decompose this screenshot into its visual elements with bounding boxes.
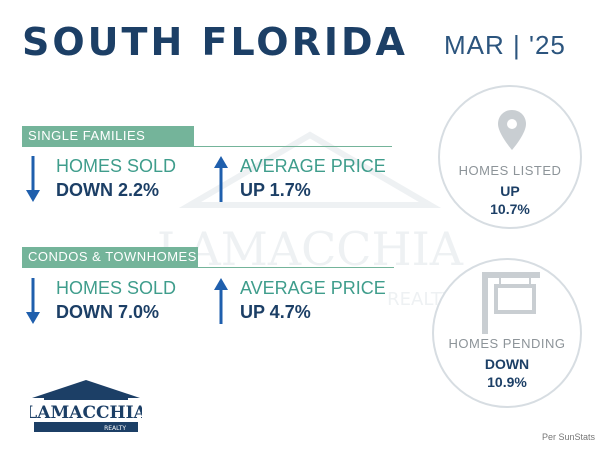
sign-post-icon — [482, 272, 540, 334]
arrow-down-icon — [26, 278, 40, 324]
stat-value-average-price: UP 1.7% — [240, 180, 311, 200]
stat-value-homes-sold: DOWN 2.2% — [56, 180, 160, 200]
homes-listed-circle: HOMES LISTED UP 10.7% — [438, 85, 582, 229]
arrow-up-icon — [214, 156, 228, 202]
stat-label-average-price: AVERAGE PRICE — [240, 278, 386, 298]
homes-listed-value: 10.7% — [490, 201, 530, 217]
arrow-down-icon — [26, 156, 40, 202]
homes-pending-value: 10.9% — [487, 374, 527, 390]
homes-pending-direction: DOWN — [484, 356, 530, 372]
logo-sub: REALTY — [104, 425, 126, 432]
stat-label-homes-sold: HOMES SOLD — [56, 156, 177, 176]
map-pin-icon — [498, 110, 526, 150]
homes-listed-label: HOMES LISTED — [458, 163, 562, 178]
section-divider — [22, 146, 392, 147]
report-date: MAR | '25 — [444, 30, 566, 60]
section-header-condos-townhomes: CONDOS & TOWNHOMES — [22, 247, 198, 267]
stat-value-homes-sold: DOWN 7.0% — [56, 302, 160, 322]
section-divider — [22, 267, 394, 268]
logo-brand: LAMACCHIA — [30, 403, 142, 423]
homes-listed-direction: UP — [500, 183, 520, 199]
stat-label-average-price: AVERAGE PRICE — [240, 156, 386, 176]
homes-pending-circle: HOMES PENDING DOWN 10.9% — [432, 258, 582, 408]
source-note: Per SunStats — [542, 432, 596, 442]
page-title: SOUTH FLORIDA — [22, 20, 408, 64]
lamacchia-logo: LAMACCHIA REALTY — [30, 380, 142, 432]
section-header-single-families: SINGLE FAMILIES — [22, 126, 194, 146]
stat-value-average-price: UP 4.7% — [240, 302, 311, 322]
homes-pending-label: HOMES PENDING — [448, 336, 566, 351]
stat-label-homes-sold: HOMES SOLD — [56, 278, 177, 298]
arrow-up-icon — [214, 278, 228, 324]
